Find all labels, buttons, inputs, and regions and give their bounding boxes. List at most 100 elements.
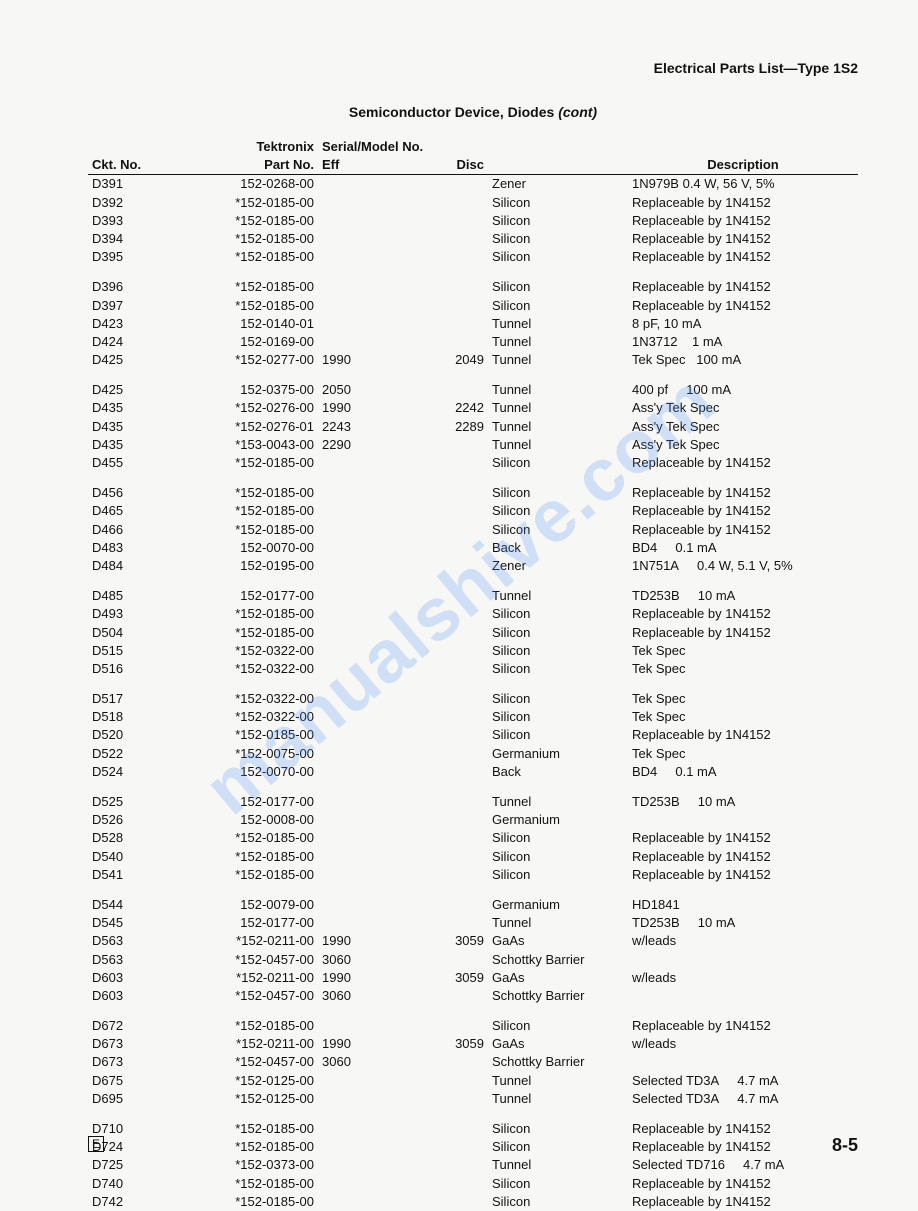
cell-ckt: D520: [88, 726, 208, 744]
cell-eff: [318, 194, 388, 212]
cell-type: Silicon: [488, 1193, 628, 1211]
cell-type: Tunnel: [488, 351, 628, 369]
cell-part: 152-0079-00: [208, 896, 318, 914]
cell-type: Silicon: [488, 866, 628, 884]
cell-eff: [318, 315, 388, 333]
section-title-main: Semiconductor Device, Diodes: [349, 104, 554, 120]
cell-disc: [388, 502, 488, 520]
cell-disc: [388, 848, 488, 866]
table-row: D545152-0177-00TunnelTD253B 10 mA: [88, 914, 858, 932]
cell-eff: 3060: [318, 987, 388, 1005]
cell-ckt: D425: [88, 381, 208, 399]
cell-desc: Replaceable by 1N4152: [628, 484, 858, 502]
cell-part: *152-0185-00: [208, 1193, 318, 1211]
cell-ckt: D392: [88, 194, 208, 212]
cell-part: *152-0185-00: [208, 829, 318, 847]
cell-type: Zener: [488, 557, 628, 575]
cell-type: Silicon: [488, 708, 628, 726]
cell-type: Silicon: [488, 484, 628, 502]
footer-left-mark: E: [88, 1136, 104, 1152]
cell-eff: [318, 1175, 388, 1193]
cell-desc: Ass'y Tek Spec: [628, 418, 858, 436]
cell-desc: BD4 0.1 mA: [628, 763, 858, 781]
cell-disc: 2242: [388, 399, 488, 417]
header-right: Electrical Parts List—Type 1S2: [654, 60, 858, 76]
cell-ckt: D484: [88, 557, 208, 575]
cell-type: Zener: [488, 175, 628, 194]
cell-part: 152-0195-00: [208, 557, 318, 575]
cell-part: *152-0276-01: [208, 418, 318, 436]
cell-ckt: D675: [88, 1072, 208, 1090]
cell-type: GaAs: [488, 932, 628, 950]
cell-part: *153-0043-00: [208, 436, 318, 454]
cell-disc: 3059: [388, 969, 488, 987]
cell-eff: [318, 660, 388, 678]
cell-eff: [318, 230, 388, 248]
cell-ckt: D528: [88, 829, 208, 847]
cell-ckt: D524: [88, 763, 208, 781]
cell-desc: Selected TD3A 4.7 mA: [628, 1072, 858, 1090]
cell-type: Silicon: [488, 624, 628, 642]
cell-disc: [388, 708, 488, 726]
cell-disc: [388, 987, 488, 1005]
table-row: D526152-0008-00Germanium: [88, 811, 858, 829]
cell-ckt: D545: [88, 914, 208, 932]
cell-ckt: D525: [88, 793, 208, 811]
cell-part: *152-0322-00: [208, 708, 318, 726]
cell-eff: [318, 763, 388, 781]
cell-eff: [318, 1090, 388, 1108]
cell-ckt: D435: [88, 418, 208, 436]
cell-eff: [318, 605, 388, 623]
cell-desc: Replaceable by 1N4152: [628, 194, 858, 212]
cell-part: *152-0185-00: [208, 726, 318, 744]
cell-type: Schottky Barrier: [488, 951, 628, 969]
cell-ckt: D742: [88, 1193, 208, 1211]
cell-eff: 2290: [318, 436, 388, 454]
cell-ckt: D396: [88, 278, 208, 296]
table-row: D525152-0177-00TunnelTD253B 10 mA: [88, 793, 858, 811]
cell-ckt: D493: [88, 605, 208, 623]
cell-type: Tunnel: [488, 315, 628, 333]
cell-ckt: D483: [88, 539, 208, 557]
cell-disc: [388, 521, 488, 539]
cell-disc: 3059: [388, 932, 488, 950]
table-row: D395*152-0185-00SiliconReplaceable by 1N…: [88, 248, 858, 266]
table-row: D435*152-0276-0019902242TunnelAss'y Tek …: [88, 399, 858, 417]
cell-desc: Replaceable by 1N4152: [628, 1175, 858, 1193]
cell-desc: Tek Spec: [628, 642, 858, 660]
cell-part: 152-0268-00: [208, 175, 318, 194]
cell-type: Tunnel: [488, 1072, 628, 1090]
cell-disc: 2049: [388, 351, 488, 369]
table-row: D504*152-0185-00SiliconReplaceable by 1N…: [88, 624, 858, 642]
cell-ckt: D563: [88, 951, 208, 969]
cell-part: *152-0125-00: [208, 1072, 318, 1090]
table-row: D528*152-0185-00SiliconReplaceable by 1N…: [88, 829, 858, 847]
cell-disc: [388, 660, 488, 678]
table-row: D394*152-0185-00SiliconReplaceable by 1N…: [88, 230, 858, 248]
footer-page-number: 8-5: [832, 1135, 858, 1156]
table-row: D425152-0375-002050Tunnel400 pf 100 mA: [88, 381, 858, 399]
cell-ckt: D397: [88, 297, 208, 315]
cell-eff: [318, 745, 388, 763]
cell-eff: [318, 521, 388, 539]
cell-disc: [388, 297, 488, 315]
page: Electrical Parts List—Type 1S2 Semicondu…: [0, 0, 918, 1188]
cell-ckt: D740: [88, 1175, 208, 1193]
cell-ckt: D541: [88, 866, 208, 884]
cell-eff: [318, 248, 388, 266]
cell-desc: Replaceable by 1N4152: [628, 1120, 858, 1138]
cell-part: *152-0185-00: [208, 454, 318, 472]
table-super-header: Tektronix Serial/Model No.: [88, 138, 858, 156]
cell-desc: 1N979B 0.4 W, 56 V, 5%: [628, 175, 858, 194]
hdr-tektronix: Tektronix: [208, 138, 318, 156]
cell-disc: [388, 230, 488, 248]
table-row: D673*152-0457-003060Schottky Barrier: [88, 1053, 858, 1071]
cell-eff: [318, 297, 388, 315]
cell-disc: [388, 1193, 488, 1211]
cell-type: Silicon: [488, 230, 628, 248]
cell-eff: [318, 1120, 388, 1138]
cell-part: *152-0185-00: [208, 866, 318, 884]
parts-table: Tektronix Serial/Model No. Ckt. No. Part…: [88, 138, 858, 1211]
cell-part: 152-0070-00: [208, 539, 318, 557]
cell-part: *152-0277-00: [208, 351, 318, 369]
